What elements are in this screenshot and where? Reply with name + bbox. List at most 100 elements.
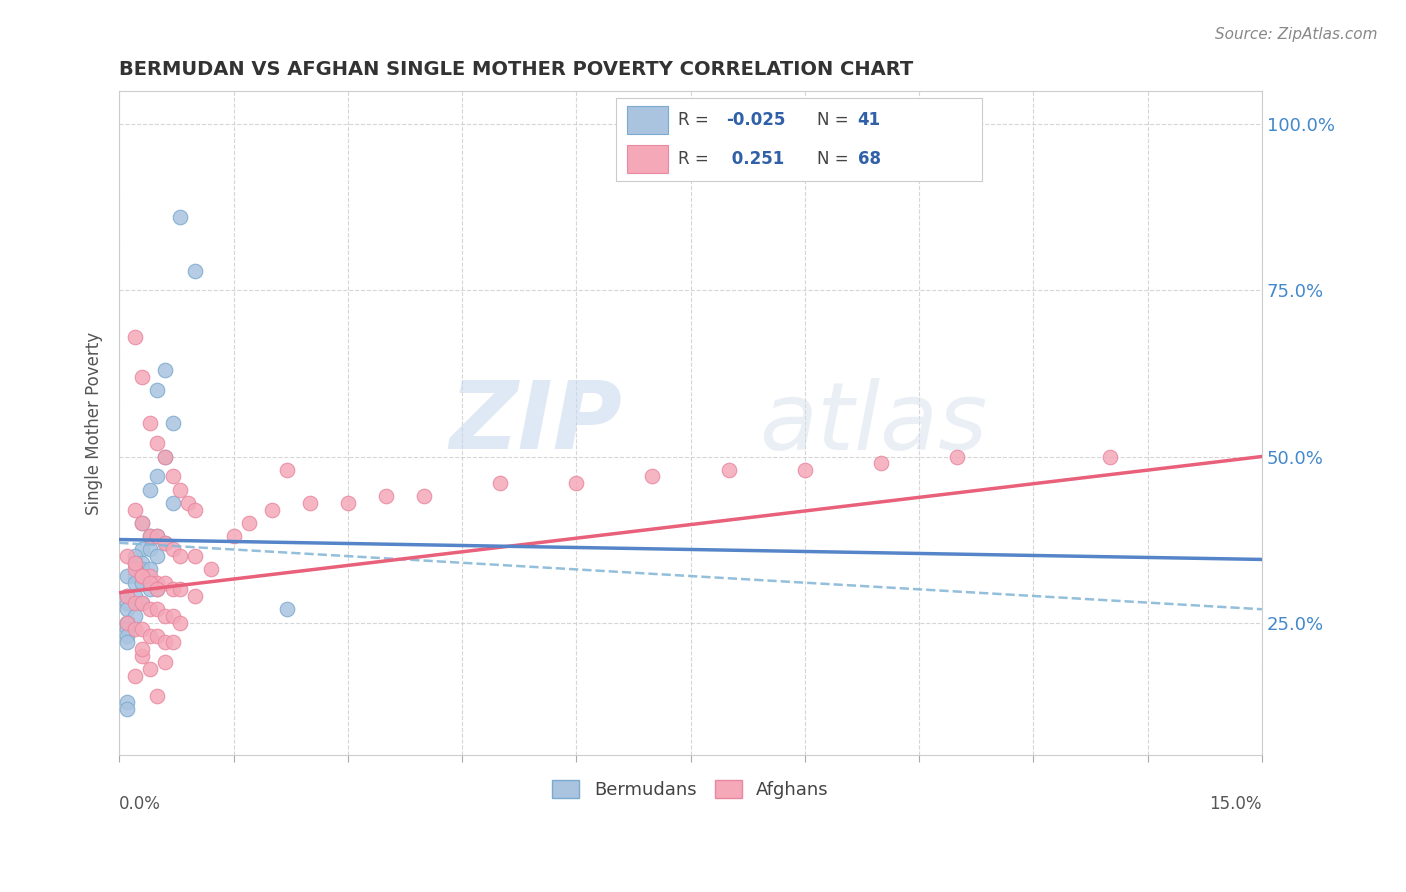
Point [124, 556, 146, 570]
Point [115, 622, 138, 636]
Point [115, 615, 138, 630]
Point [169, 211, 191, 225]
Point [139, 483, 162, 497]
Point [124, 575, 146, 590]
Point [124, 330, 146, 344]
Point [131, 622, 153, 636]
Point [162, 582, 184, 597]
Point [184, 549, 207, 563]
Text: 0.0%: 0.0% [120, 795, 162, 814]
Point [124, 668, 146, 682]
Point [162, 469, 184, 483]
Point [124, 502, 146, 516]
Point [139, 417, 162, 431]
Point [238, 516, 260, 530]
Point [169, 483, 191, 497]
Point [146, 383, 169, 397]
Point [200, 562, 222, 576]
Point [153, 536, 176, 550]
Point [146, 575, 169, 590]
Point [169, 615, 191, 630]
Point [298, 496, 321, 510]
Y-axis label: Single Mother Poverty: Single Mother Poverty [86, 332, 103, 515]
Point [131, 569, 153, 583]
Point [115, 596, 138, 610]
Point [139, 529, 162, 543]
Point [115, 629, 138, 643]
Point [153, 656, 176, 670]
Text: BERMUDAN VS AFGHAN SINGLE MOTHER POVERTY CORRELATION CHART: BERMUDAN VS AFGHAN SINGLE MOTHER POVERTY… [120, 60, 914, 78]
Point [153, 608, 176, 623]
Point [184, 263, 207, 277]
Point [131, 596, 153, 610]
Point [946, 450, 969, 464]
Point [489, 476, 512, 491]
Point [131, 542, 153, 557]
Point [1098, 450, 1121, 464]
Point [131, 596, 153, 610]
Point [146, 529, 169, 543]
Text: 15.0%: 15.0% [1209, 795, 1263, 814]
Text: Source: ZipAtlas.com: Source: ZipAtlas.com [1215, 27, 1378, 42]
Point [413, 489, 436, 503]
Point [115, 695, 138, 709]
Point [124, 549, 146, 563]
Point [260, 502, 283, 516]
Point [153, 575, 176, 590]
Point [146, 602, 169, 616]
Point [131, 369, 153, 384]
Point [124, 622, 146, 636]
Point [139, 529, 162, 543]
Point [139, 575, 162, 590]
Point [124, 569, 146, 583]
Point [115, 635, 138, 649]
Point [131, 516, 153, 530]
Point [162, 635, 184, 649]
Point [124, 608, 146, 623]
Point [139, 602, 162, 616]
Point [184, 589, 207, 603]
Point [146, 689, 169, 703]
Point [115, 569, 138, 583]
Point [717, 463, 740, 477]
Point [162, 417, 184, 431]
Point [124, 596, 146, 610]
Point [146, 582, 169, 597]
Point [115, 589, 138, 603]
Point [131, 516, 153, 530]
Point [139, 542, 162, 557]
Point [115, 702, 138, 716]
Point [139, 562, 162, 576]
Text: atlas: atlas [759, 378, 987, 469]
Point [641, 469, 664, 483]
Point [177, 496, 200, 510]
Point [162, 542, 184, 557]
Point [276, 463, 298, 477]
Point [131, 648, 153, 663]
Point [169, 549, 191, 563]
Point [131, 642, 153, 657]
Point [153, 536, 176, 550]
Legend: Bermudans, Afghans: Bermudans, Afghans [546, 772, 837, 806]
Point [162, 608, 184, 623]
Point [184, 502, 207, 516]
Point [374, 489, 396, 503]
Text: ZIP: ZIP [449, 377, 621, 469]
Point [153, 635, 176, 649]
Point [131, 556, 153, 570]
Point [793, 463, 815, 477]
Point [146, 629, 169, 643]
Point [115, 615, 138, 630]
Point [276, 602, 298, 616]
Point [139, 662, 162, 676]
Point [153, 450, 176, 464]
Point [115, 549, 138, 563]
Point [146, 469, 169, 483]
Point [153, 363, 176, 377]
Point [124, 589, 146, 603]
Point [131, 562, 153, 576]
Point [139, 582, 162, 597]
Point [146, 436, 169, 450]
Point [131, 575, 153, 590]
Point [222, 529, 245, 543]
